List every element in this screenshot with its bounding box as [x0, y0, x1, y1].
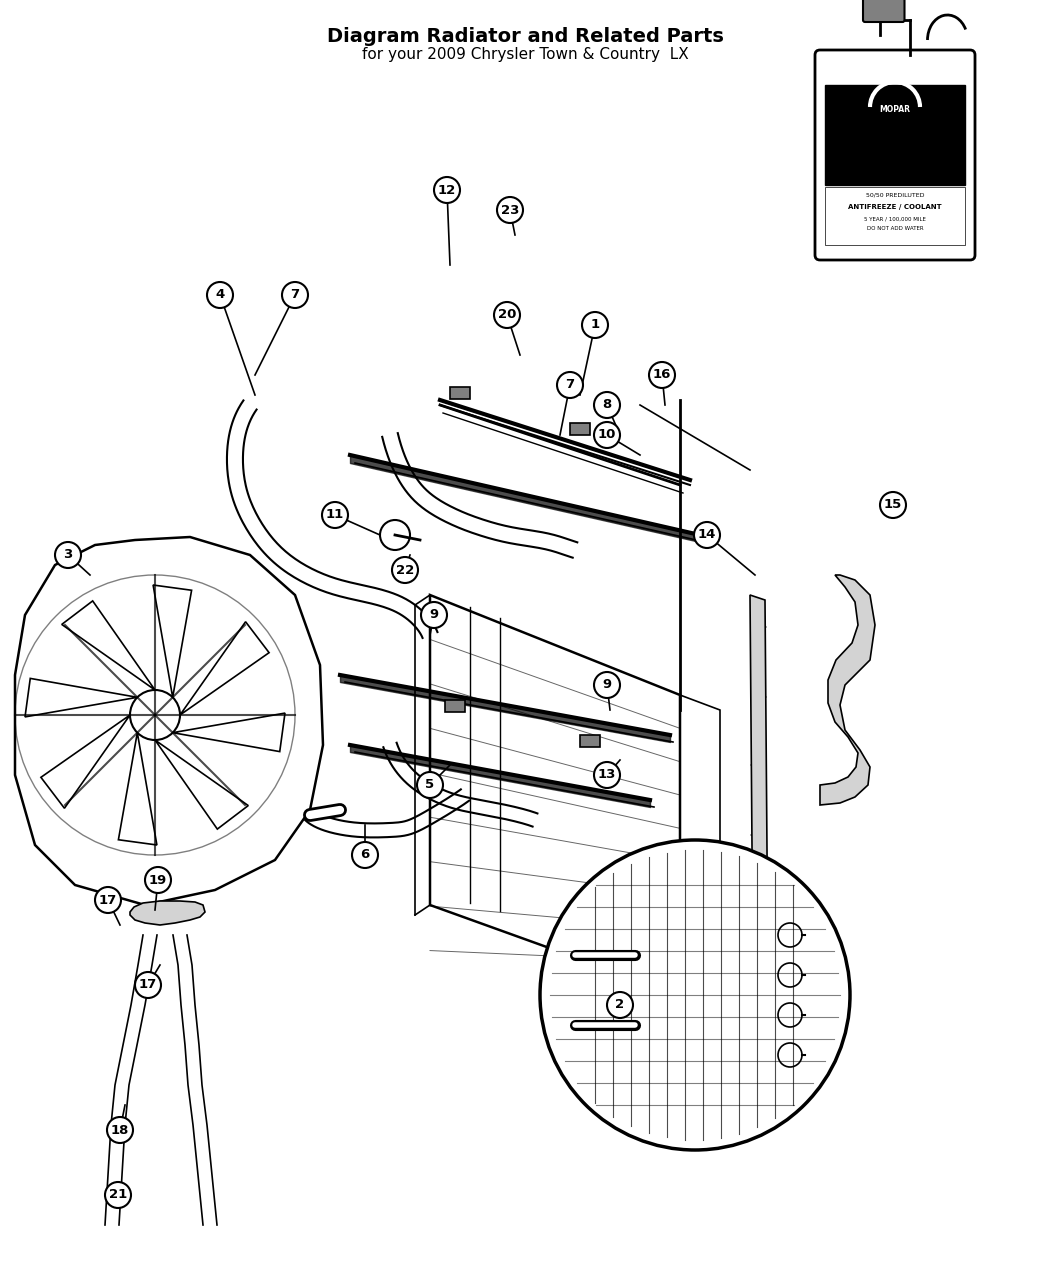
Text: 19: 19 — [149, 873, 167, 886]
Circle shape — [282, 282, 308, 309]
Text: 17: 17 — [139, 978, 157, 992]
Circle shape — [594, 391, 620, 418]
Text: 7: 7 — [291, 288, 299, 301]
Circle shape — [497, 198, 523, 223]
Circle shape — [494, 302, 520, 328]
Text: 9: 9 — [603, 678, 611, 691]
Text: 5: 5 — [425, 779, 435, 792]
Bar — [825, 187, 965, 245]
Polygon shape — [130, 901, 205, 924]
Text: 7: 7 — [566, 379, 574, 391]
FancyBboxPatch shape — [863, 0, 904, 22]
Circle shape — [594, 672, 620, 697]
Circle shape — [540, 840, 851, 1150]
Circle shape — [352, 842, 378, 868]
Circle shape — [135, 972, 161, 998]
Text: 5 YEAR / 100,000 MILE: 5 YEAR / 100,000 MILE — [864, 217, 926, 222]
Circle shape — [105, 1182, 131, 1207]
Circle shape — [607, 992, 633, 1017]
Circle shape — [94, 887, 121, 913]
Text: 22: 22 — [396, 564, 414, 576]
Text: 1: 1 — [590, 319, 600, 332]
Text: 12: 12 — [438, 184, 456, 196]
Circle shape — [322, 502, 348, 528]
Circle shape — [649, 362, 675, 388]
Circle shape — [55, 542, 81, 567]
Circle shape — [434, 177, 460, 203]
Bar — [580, 734, 600, 747]
Text: 50/50 PREDILUTED: 50/50 PREDILUTED — [866, 193, 924, 198]
Bar — [450, 388, 470, 399]
Circle shape — [145, 867, 171, 892]
Text: 13: 13 — [597, 769, 616, 782]
Text: ANTIFREEZE / COOLANT: ANTIFREEZE / COOLANT — [848, 204, 942, 210]
Circle shape — [421, 602, 447, 629]
Text: Diagram Radiator and Related Parts: Diagram Radiator and Related Parts — [327, 27, 723, 46]
Text: 4: 4 — [215, 288, 225, 301]
Polygon shape — [820, 575, 875, 805]
Bar — [825, 85, 965, 185]
Text: 8: 8 — [603, 399, 611, 412]
Text: 9: 9 — [429, 608, 439, 621]
Circle shape — [207, 282, 233, 309]
Text: 3: 3 — [63, 548, 72, 561]
Text: 6: 6 — [360, 848, 370, 862]
Circle shape — [582, 312, 608, 338]
Text: for your 2009 Chrysler Town & Country  LX: for your 2009 Chrysler Town & Country LX — [361, 47, 689, 62]
Circle shape — [107, 1117, 133, 1142]
Text: 20: 20 — [498, 309, 517, 321]
Text: 16: 16 — [653, 368, 671, 381]
Text: 18: 18 — [111, 1123, 129, 1136]
Text: 17: 17 — [99, 894, 118, 907]
Text: 10: 10 — [597, 428, 616, 441]
Circle shape — [594, 762, 620, 788]
FancyBboxPatch shape — [815, 50, 975, 260]
Text: 15: 15 — [884, 499, 902, 511]
Circle shape — [880, 492, 906, 518]
Text: 11: 11 — [326, 509, 344, 521]
Circle shape — [417, 771, 443, 798]
Text: 2: 2 — [615, 998, 625, 1011]
Text: MOPAR: MOPAR — [880, 106, 910, 115]
Text: DO NOT ADD WATER: DO NOT ADD WATER — [866, 227, 923, 232]
Circle shape — [594, 422, 620, 448]
Circle shape — [556, 372, 583, 398]
Circle shape — [694, 521, 720, 548]
Text: 23: 23 — [501, 204, 519, 217]
Text: 14: 14 — [698, 529, 716, 542]
Bar — [445, 700, 465, 711]
Text: 21: 21 — [109, 1188, 127, 1201]
Bar — [570, 423, 590, 435]
Polygon shape — [750, 595, 768, 975]
Circle shape — [392, 557, 418, 583]
